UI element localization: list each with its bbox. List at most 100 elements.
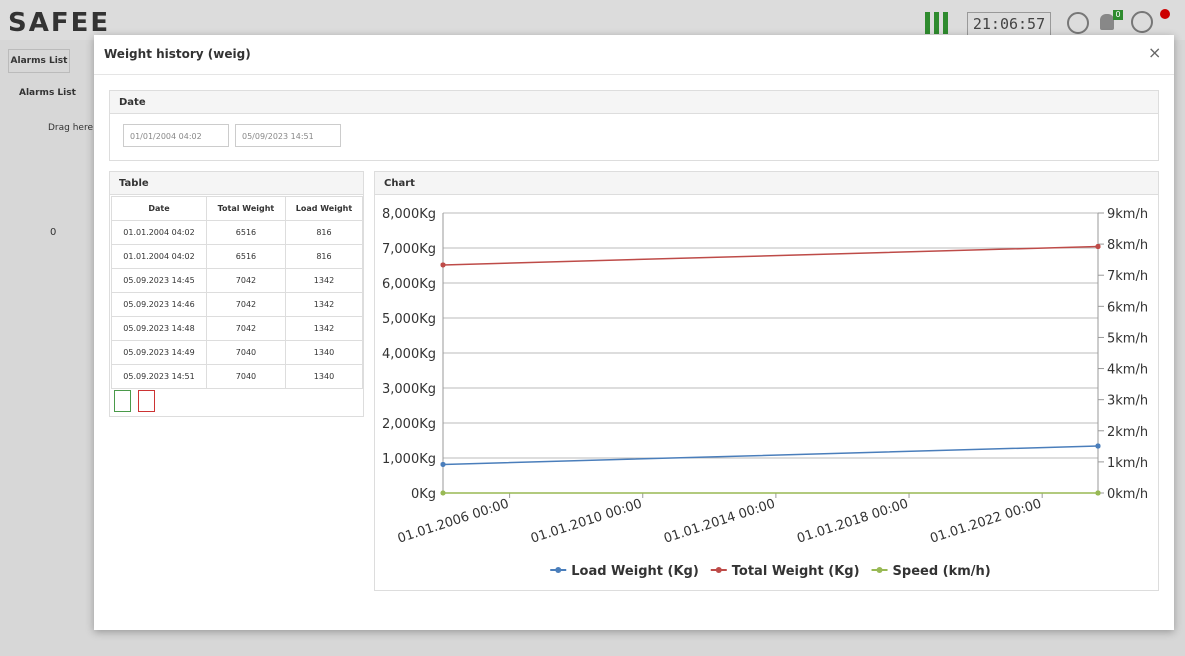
panel-title: Alarms List xyxy=(19,88,76,98)
column-header: Date xyxy=(111,196,207,221)
dialog-title: Weight history (weig) xyxy=(104,47,251,61)
legend-marker xyxy=(555,567,562,573)
y2-tick-label: 8km/h xyxy=(1107,238,1148,253)
y2-tick-label: 4km/h xyxy=(1107,363,1148,378)
panel-title: Chart xyxy=(375,172,1158,195)
table-cell: 05.09.2023 14:48 xyxy=(111,316,207,341)
date-to[interactable]: 05/09/2023 14:51 xyxy=(235,124,341,147)
top-bar xyxy=(0,0,1185,40)
y-tick-label: 4,000Kg xyxy=(382,347,436,362)
clock: 21:06:57 xyxy=(967,12,1051,36)
series-line xyxy=(442,245,1099,266)
table-cell: 05.09.2023 14:49 xyxy=(111,340,207,365)
table-cell: 01.01.2004 04:02 xyxy=(111,244,207,269)
excel-export[interactable] xyxy=(114,390,131,412)
globe-icon[interactable] xyxy=(1131,11,1153,33)
table-cell: 7042 xyxy=(205,292,286,317)
panel-title: Date xyxy=(110,91,1158,114)
table-cell: 05.09.2023 14:45 xyxy=(111,268,207,293)
table-cell: 1342 xyxy=(284,292,364,317)
y2-tick-label: 2km/h xyxy=(1107,425,1148,440)
table-cell: 1342 xyxy=(284,316,364,341)
y2-tick-label: 3km/h xyxy=(1107,394,1148,409)
table-row: 01.01.2004 04:02 6516 816 xyxy=(111,244,364,269)
table-cell: 6516 xyxy=(205,244,286,269)
y-tick-label: 2,000Kg xyxy=(382,417,436,432)
data-point xyxy=(440,490,446,496)
dialog: Weight history (weig) × Date 01/01/2004 … xyxy=(94,35,1174,630)
table-cell: 1340 xyxy=(284,340,364,365)
table-cell: 01.01.2004 04:02 xyxy=(111,220,207,245)
y2-tick-label: 5km/h xyxy=(1107,331,1148,346)
y-tick-label: 5,000Kg xyxy=(382,312,436,327)
table-cell: 7042 xyxy=(205,316,286,341)
x-tick-label: 01.01.2006 00:00 xyxy=(396,497,511,547)
table-panel: Table Date Total Weight Load Weight 01.01.2… xyxy=(109,171,364,417)
y2-tick-label: 1km/h xyxy=(1107,456,1148,471)
legend-marker xyxy=(876,567,883,573)
legend-marker xyxy=(715,567,722,573)
table-cell: 7040 xyxy=(205,340,286,365)
count: 0 xyxy=(50,227,57,238)
table-row: 05.09.2023 14:51 7040 1340 xyxy=(111,364,364,389)
y-tick-label: 1,000Kg xyxy=(382,452,436,467)
table-cell: 1342 xyxy=(284,268,364,293)
badge: 0 xyxy=(1113,10,1123,20)
x-tick-label: 01.01.2010 00:00 xyxy=(529,497,644,547)
table-row: 05.09.2023 14:49 7040 1340 xyxy=(111,340,364,365)
date-panel: Date 01/01/2004 04:02 05/09/2023 14:51 xyxy=(109,90,1159,161)
series-line xyxy=(442,445,1099,466)
chart-panel: Chart 0Kg 1,000Kg 2,000Kg 3,000Kg 4,000Kg 5,0… xyxy=(374,171,1159,591)
table-cell: 7040 xyxy=(205,364,286,389)
data-point xyxy=(1095,443,1101,449)
date-from[interactable]: 01/01/2004 04:02 xyxy=(123,124,229,147)
table-cell: 816 xyxy=(284,220,364,245)
divider xyxy=(94,74,1174,75)
legend-item: Speed (km/h) xyxy=(871,564,991,579)
y-tick-label: 6,000Kg xyxy=(382,277,436,292)
data-point xyxy=(1095,244,1101,250)
column-header: Load Weight xyxy=(284,196,364,221)
user-status xyxy=(1160,9,1170,19)
legend-item: Load Weight (Kg) xyxy=(550,564,699,579)
table-row: 05.09.2023 14:48 7042 1342 xyxy=(111,316,364,341)
table: Date Total Weight Load Weight 01.01.2004 04… xyxy=(111,196,364,389)
table-row: 05.09.2023 14:45 7042 1342 xyxy=(111,268,364,293)
x-tick-label: 01.01.2014 00:00 xyxy=(662,497,777,547)
radar-icon[interactable] xyxy=(1067,12,1089,34)
data-point xyxy=(440,461,446,467)
table-cell: 1340 xyxy=(284,364,364,389)
x-tick-label: 01.01.2022 00:00 xyxy=(928,497,1043,547)
panel-title: Table xyxy=(110,172,363,195)
close-button[interactable]: × xyxy=(1148,43,1162,62)
y-tick-label: 0Kg xyxy=(411,487,436,502)
table-cell: 05.09.2023 14:51 xyxy=(111,364,207,389)
header-row: Date Total Weight Load Weight xyxy=(111,196,364,221)
table-cell: 7042 xyxy=(205,268,286,293)
table-cell: 05.09.2023 14:46 xyxy=(111,292,207,317)
chart: 0Kg 1,000Kg 2,000Kg 3,000Kg 4,000Kg 5,000Kg 6,… xyxy=(382,207,1148,579)
apps-icon[interactable] xyxy=(925,12,949,34)
pdf-export[interactable] xyxy=(138,390,155,412)
y2-tick-label: 7km/h xyxy=(1107,269,1148,284)
y-tick-label: 3,000Kg xyxy=(382,382,436,397)
bell-icon[interactable] xyxy=(1100,14,1114,30)
y-tick-label: 8,000Kg xyxy=(382,207,436,222)
data-point xyxy=(1095,490,1101,496)
y2-tick-label: 0km/h xyxy=(1107,487,1148,502)
legend-label: Load Weight (Kg) xyxy=(571,564,699,579)
table-row: 01.01.2004 04:02 6516 816 xyxy=(111,220,364,245)
drag-hint: Drag here xyxy=(48,123,93,133)
y2-tick-label: 9km/h xyxy=(1107,207,1148,222)
logo: SAFEE xyxy=(8,8,111,38)
y-tick-label: 7,000Kg xyxy=(382,242,436,257)
y2-tick-label: 6km/h xyxy=(1107,300,1148,315)
column-header: Total Weight xyxy=(205,196,286,221)
table-row: 05.09.2023 14:46 7042 1342 xyxy=(111,292,364,317)
legend-label: Total Weight (Kg) xyxy=(732,564,860,579)
data-point xyxy=(440,262,446,268)
table-cell: 816 xyxy=(284,244,364,269)
tab[interactable]: Alarms List xyxy=(8,49,70,73)
legend-label: Speed (km/h) xyxy=(893,564,991,579)
